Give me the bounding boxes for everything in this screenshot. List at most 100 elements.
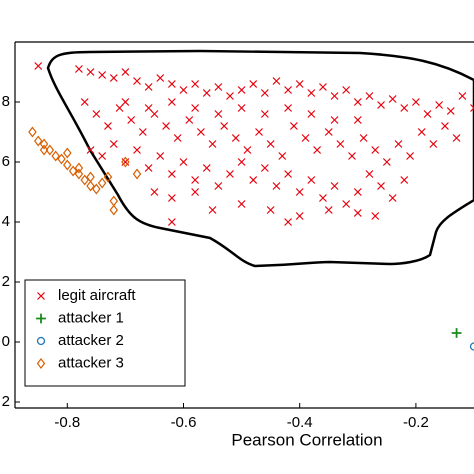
point [208,206,217,214]
point [121,156,130,168]
point [313,146,322,154]
y-tick-label: 2 [2,393,10,410]
point [226,170,234,178]
point [330,182,339,190]
point [394,140,403,148]
point [470,104,474,112]
point [243,146,252,154]
point [103,171,113,183]
point [92,110,101,118]
point [191,188,200,196]
point [307,89,316,97]
point [74,162,84,174]
point [191,104,200,112]
y-tick-label: 6 [2,153,10,170]
point [156,74,165,82]
point [446,107,455,115]
point [348,152,356,160]
point [249,176,258,184]
point [196,128,205,136]
point [429,140,438,148]
point [324,128,333,136]
legend-marker [36,357,46,370]
point [237,200,246,208]
point [231,134,240,142]
point [191,80,200,88]
point [98,152,107,160]
point [260,110,269,118]
point [86,146,95,154]
point [255,128,263,136]
legend-marker [37,292,45,300]
point [278,152,287,160]
point [353,188,362,196]
point [167,170,176,178]
point [377,182,385,190]
point [28,126,37,138]
point [74,168,84,180]
point [34,62,43,70]
point [179,86,188,94]
point [98,71,107,79]
point [330,116,339,124]
point [371,146,380,154]
point [301,134,310,142]
point [167,218,176,226]
point [220,122,229,130]
point [133,146,141,154]
x-tick-label: -0.8 [54,414,80,431]
point [80,174,89,186]
point [289,122,298,130]
point [68,165,78,177]
point [365,92,374,100]
point [435,101,444,109]
point [121,158,130,166]
point [237,86,246,94]
point [39,138,49,150]
legend-label: legit aircraft [58,287,136,304]
legend-box [24,279,186,387]
point [417,128,426,136]
point [400,104,409,112]
point [97,177,107,189]
legend-label: attacker 3 [58,354,124,371]
point [319,194,327,202]
point [423,110,432,118]
point [353,116,362,124]
point [272,77,281,85]
point [371,212,380,220]
point [167,80,176,88]
point [179,158,188,166]
legend-label: attacker 2 [58,332,124,349]
point [260,89,269,97]
point [33,135,43,147]
point [382,158,391,166]
legend-marker [36,336,46,346]
point [150,110,159,118]
point [214,110,223,118]
legend-marker [36,313,46,324]
point [92,183,101,195]
point [451,328,462,338]
point [260,164,269,172]
point [411,98,420,106]
point [319,83,327,91]
y-tick-label: 8 [2,93,10,110]
point [295,212,304,220]
y-tick-label: 4 [2,213,10,230]
point [208,140,217,148]
point [284,86,293,94]
y-tick-label: 2 [2,273,10,290]
point [109,195,119,207]
point [138,128,147,136]
point [57,153,66,165]
point [167,194,176,202]
point [63,147,72,159]
point [284,218,293,226]
point [185,116,194,124]
point [324,206,333,214]
point [237,104,246,112]
point [109,140,118,148]
point [167,98,176,106]
